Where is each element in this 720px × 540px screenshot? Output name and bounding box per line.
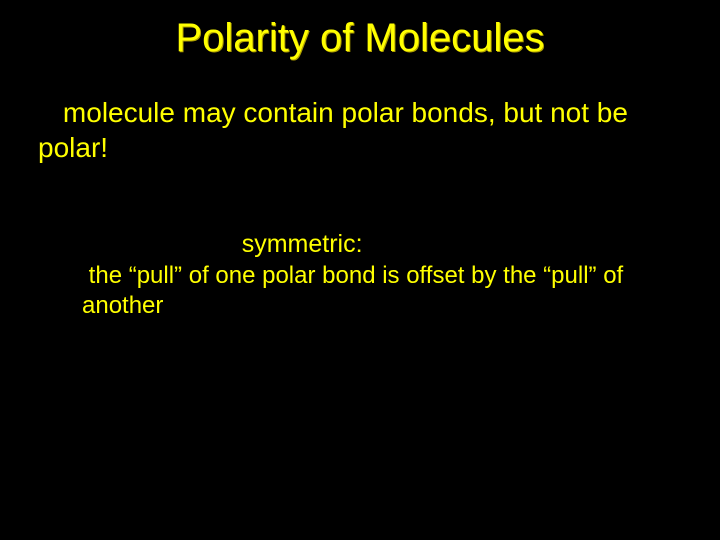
statement-highlight: molecule may contain polar bonds, but no…: [38, 97, 628, 163]
statement-sub: – because the polar bonds cancel out: [68, 191, 682, 224]
hidden-line-1: the molecule is not polar overall: [82, 327, 682, 355]
slide-container: Polarity of Molecules A molecule may con…: [0, 0, 720, 540]
slide-title: Polarity of Molecules: [0, 0, 720, 61]
symmetric-prefix: If a molecule is: [68, 230, 242, 258]
hidden-line-2: no dipole moment: [82, 361, 682, 389]
statement-lead: A: [38, 97, 63, 128]
symmetric-line: If a molecule is symmetric:: [68, 230, 682, 259]
slide-body: A molecule may contain polar bonds, but …: [0, 61, 720, 389]
pull-text: the “pull” of one polar bond is offset b…: [82, 262, 623, 319]
statement-main: A molecule may contain polar bonds, but …: [38, 95, 682, 165]
pull-explainer: the “pull” of one polar bond is offset b…: [82, 261, 682, 321]
symmetric-word: symmetric:: [242, 230, 363, 258]
